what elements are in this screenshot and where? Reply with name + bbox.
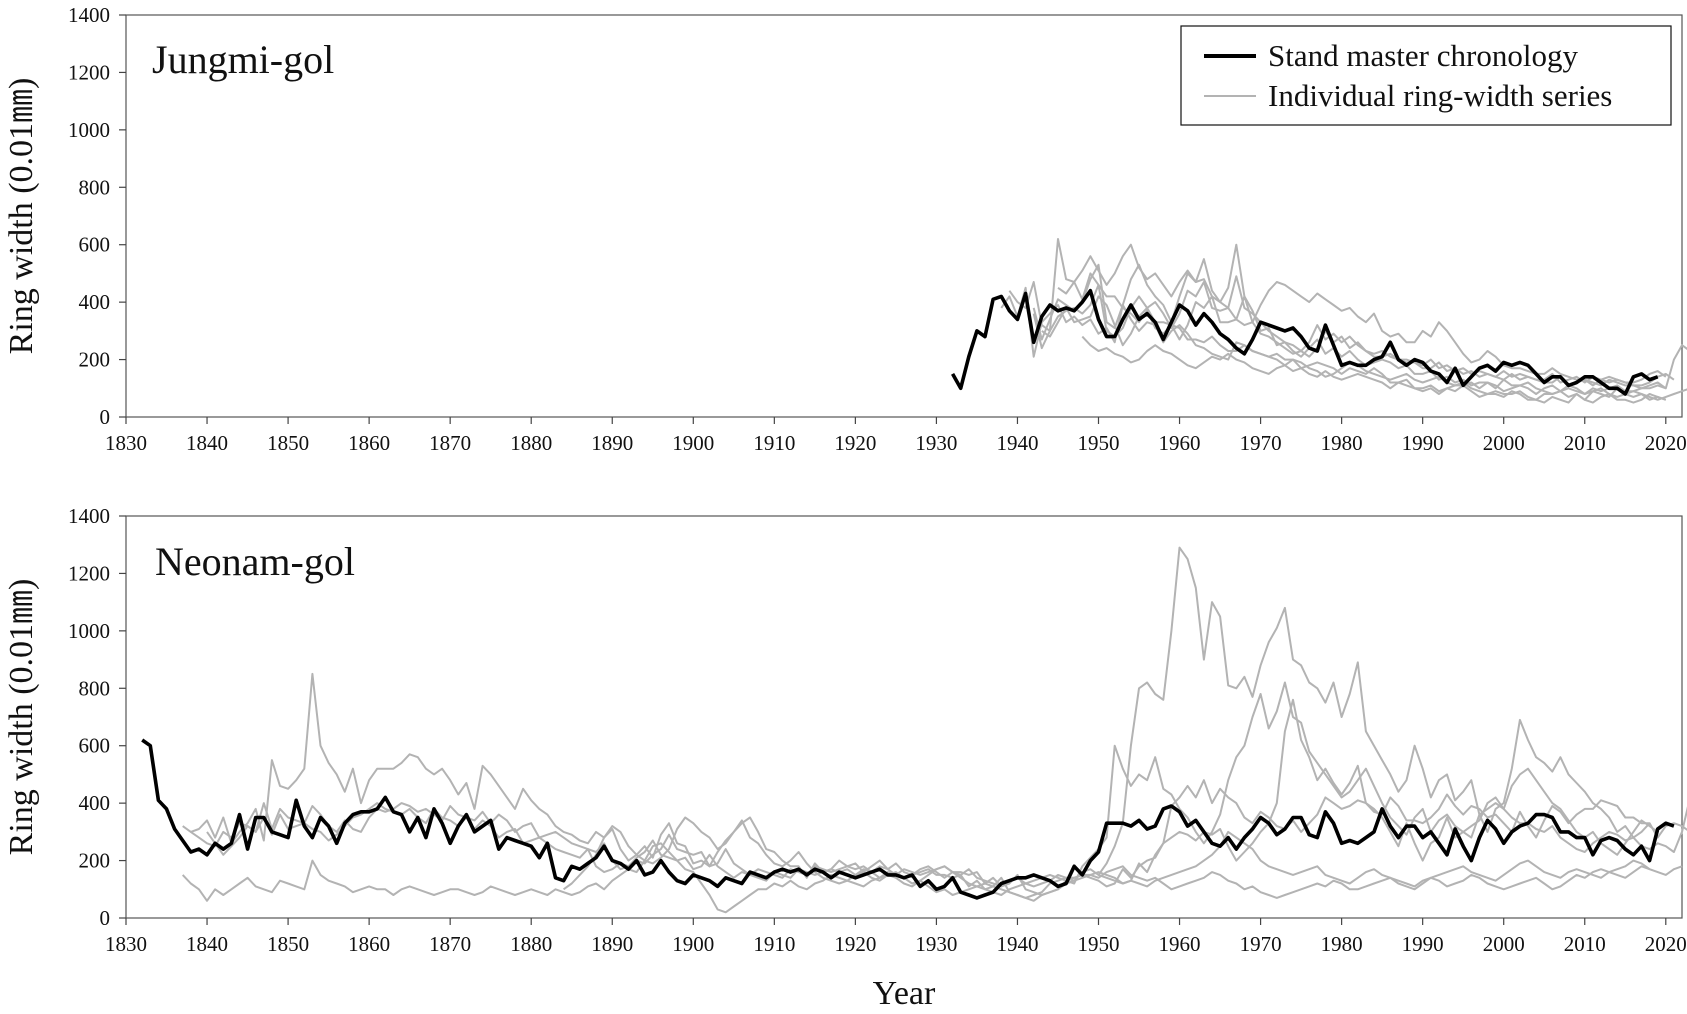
x-tick-label: 1900 xyxy=(672,932,714,956)
x-tick-label: 1940 xyxy=(996,932,1038,956)
individual-series-line-6 xyxy=(1098,830,1683,888)
x-tick-label: 1990 xyxy=(1402,932,1444,956)
y-tick-label: 800 xyxy=(79,676,111,700)
x-tick-label: 1860 xyxy=(348,932,390,956)
y-tick-label: 1400 xyxy=(68,3,110,27)
x-tick-label: 2000 xyxy=(1483,431,1525,455)
x-tick-label: 2000 xyxy=(1483,932,1525,956)
x-tick-label: 2020 xyxy=(1645,431,1687,455)
x-tick-label: 1910 xyxy=(753,932,795,956)
y-tick-label: 1000 xyxy=(68,118,110,142)
x-tick-label: 1880 xyxy=(510,431,552,455)
individual-series-line-5 xyxy=(563,681,1659,896)
x-tick-label: 1960 xyxy=(1159,932,1201,956)
x-axis-label: Year xyxy=(873,975,936,1012)
legend-entry-master: Stand master chronology xyxy=(1268,38,1578,73)
individual-series-line-6 xyxy=(1057,243,1687,390)
individual-series-line-3 xyxy=(1032,243,1667,395)
x-tick-label: 1880 xyxy=(510,932,552,956)
panel-title: Jungmi-gol xyxy=(152,37,334,82)
y-tick-label: 200 xyxy=(79,849,111,873)
x-tick-label: 2020 xyxy=(1645,932,1687,956)
y-tick-label: 1000 xyxy=(68,619,110,643)
jungmi-gol-panel: Jungmi-gol Ring width (0.01㎜) 1830 1840 18… xyxy=(3,3,1687,455)
x-tick-label: 1850 xyxy=(267,932,309,956)
x-tick-label: 1860 xyxy=(348,431,390,455)
x-tick-label: 1970 xyxy=(1240,932,1282,956)
individual-series-line-3 xyxy=(206,779,1687,896)
x-tick-label: 1950 xyxy=(1078,431,1120,455)
x-tick-label: 1990 xyxy=(1402,431,1444,455)
master-chronology-line xyxy=(951,288,1659,396)
x-tick-label: 1920 xyxy=(834,932,876,956)
legend-entry-individual: Individual ring-width series xyxy=(1268,78,1612,113)
individual-series-line-4 xyxy=(1032,275,1667,384)
x-tick-label: 1930 xyxy=(915,431,957,455)
plot-frame xyxy=(125,515,1683,919)
x-tick-label: 1840 xyxy=(186,932,228,956)
x-tick-label: 1840 xyxy=(186,431,228,455)
x-tick-label: 2010 xyxy=(1564,431,1606,455)
x-tick-label: 1940 xyxy=(996,431,1038,455)
y-tick-label: 1200 xyxy=(68,561,110,585)
y-tick-label: 0 xyxy=(100,906,111,930)
x-tick-label: 1870 xyxy=(429,431,471,455)
y-tick-label: 600 xyxy=(79,233,111,257)
panel-title: Neonam-gol xyxy=(155,539,355,584)
y-tick-label: 800 xyxy=(79,175,111,199)
x-tick-label: 1930 xyxy=(915,932,957,956)
tick-layer: 1830 1840 1850 1860 1870 1880 1890 1900 1910 1920… xyxy=(68,3,1687,455)
x-tick-label: 1980 xyxy=(1321,431,1363,455)
individual-series-line-1 xyxy=(182,546,1687,888)
y-tick-label: 400 xyxy=(79,791,111,815)
tick-layer: 1830 1840 1850 1860 1870 1880 1890 1900 1910 1920… xyxy=(68,504,1687,956)
x-tick-label: 1830 xyxy=(105,431,147,455)
y-tick-label: 1400 xyxy=(68,504,110,528)
series-layer xyxy=(141,546,1687,914)
x-tick-label: 1900 xyxy=(672,431,714,455)
x-tick-label: 1980 xyxy=(1321,932,1363,956)
y-axis-label: Ring width (0.01㎜) xyxy=(3,78,40,355)
x-tick-label: 1850 xyxy=(267,431,309,455)
y-axis-label: Ring width (0.01㎜) xyxy=(3,579,40,856)
plot-frame xyxy=(125,14,1683,418)
y-tick-label: 0 xyxy=(100,405,111,429)
y-tick-label: 1200 xyxy=(68,60,110,84)
x-tick-label: 1960 xyxy=(1159,431,1201,455)
individual-series-line-7 xyxy=(1081,335,1687,401)
x-tick-label: 1970 xyxy=(1240,431,1282,455)
legend-box xyxy=(1180,25,1672,126)
series-layer xyxy=(951,238,1687,404)
neonam-gol-panel: Neonam-gol Ring width (0.01㎜) 1830 1840 18… xyxy=(3,504,1687,956)
x-tick-label: 1890 xyxy=(591,932,633,956)
master-chronology-line xyxy=(141,738,1675,900)
y-tick-label: 400 xyxy=(79,290,111,314)
x-tick-label: 1950 xyxy=(1078,932,1120,956)
y-tick-label: 200 xyxy=(79,348,111,372)
x-tick-label: 1870 xyxy=(429,932,471,956)
x-tick-label: 1830 xyxy=(105,932,147,956)
y-tick-label: 600 xyxy=(79,734,111,758)
x-tick-label: 1910 xyxy=(753,431,795,455)
x-tick-label: 1890 xyxy=(591,431,633,455)
legend: Stand master chronology Individual ring-… xyxy=(1180,25,1672,126)
x-tick-label: 1920 xyxy=(834,431,876,455)
x-tick-label: 2010 xyxy=(1564,932,1606,956)
